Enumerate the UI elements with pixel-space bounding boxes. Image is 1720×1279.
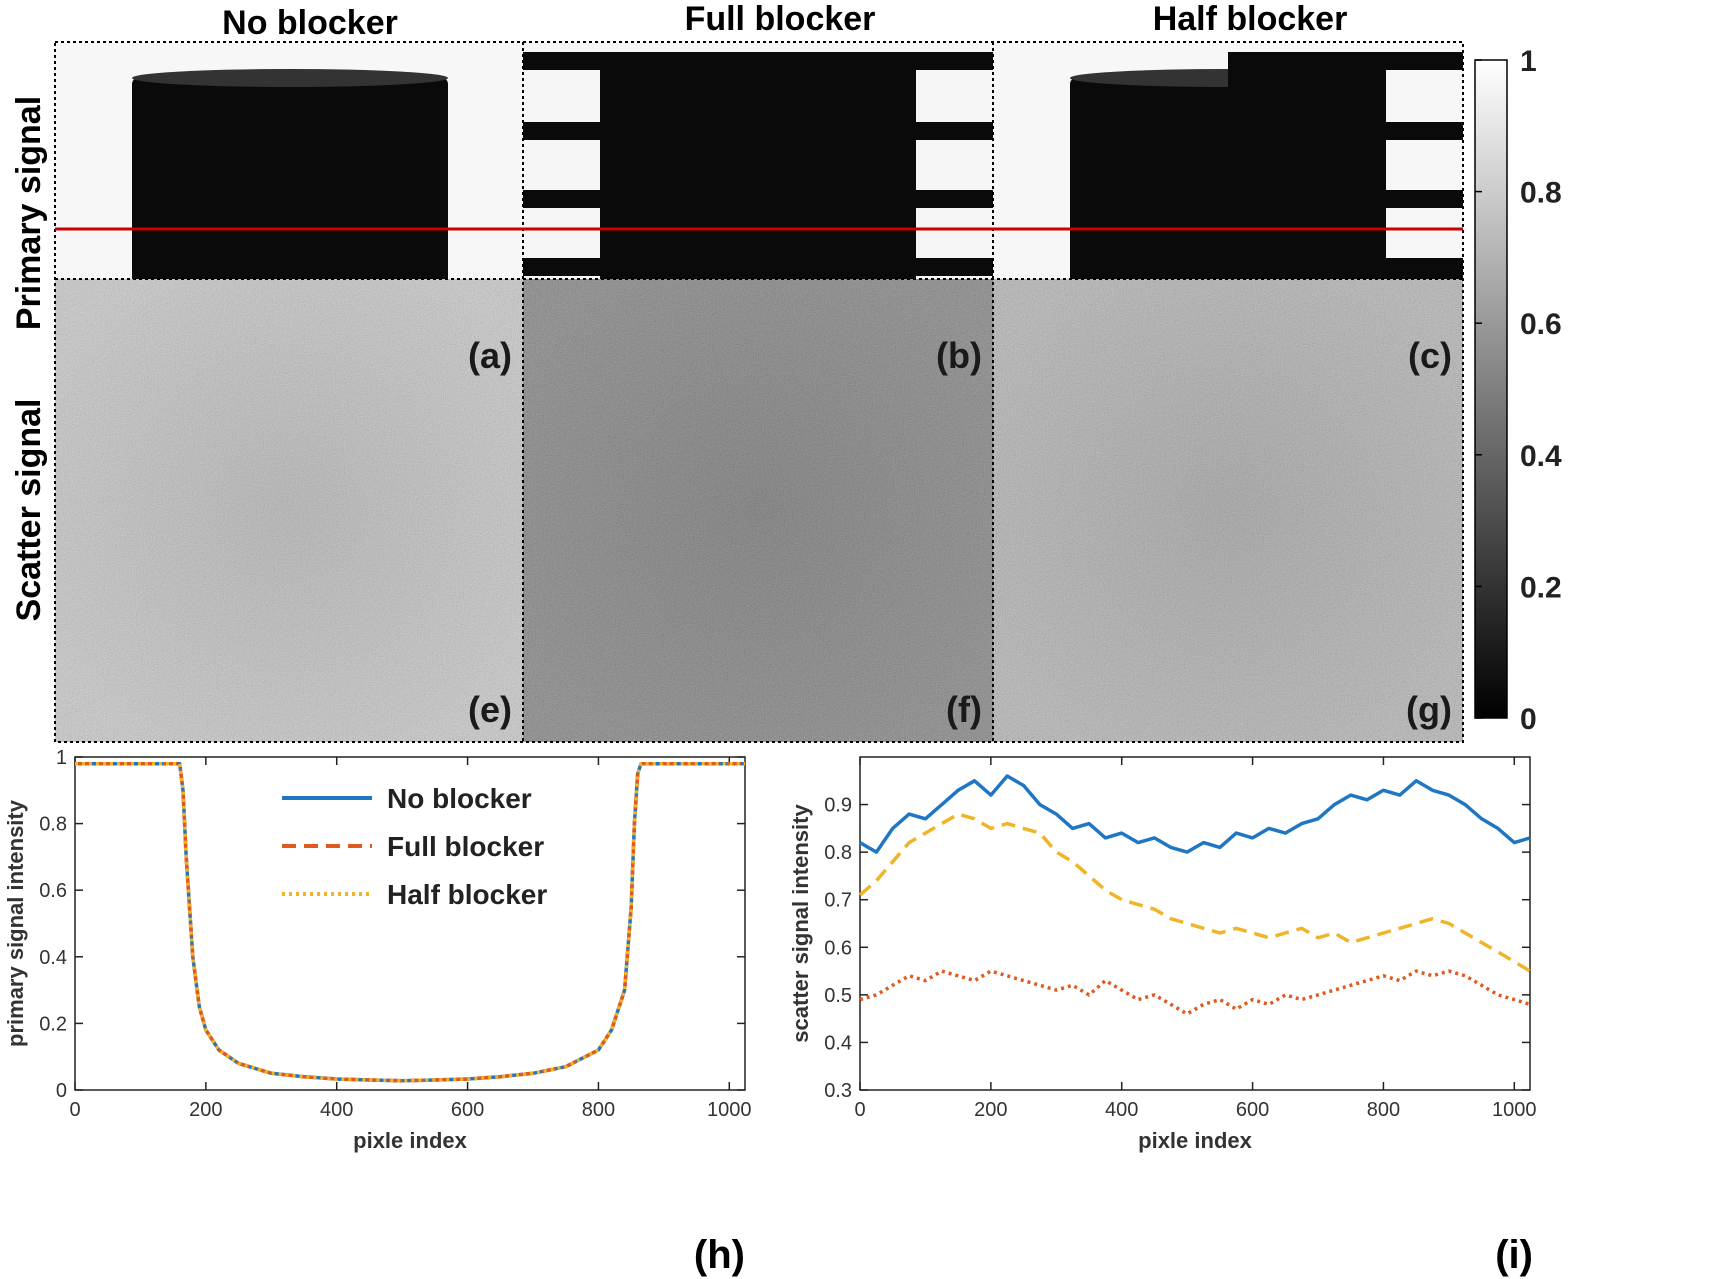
legend-entry: Full blocker (387, 831, 544, 862)
y-tick-label: 0.2 (39, 1013, 67, 1035)
colorbar: 0 0.2 0.4 0.6 0.8 1 (1474, 45, 1562, 736)
y-tick-label: 0.5 (824, 985, 852, 1007)
x-tick-label: 1000 (1492, 1099, 1537, 1121)
x-tick-label: 0 (69, 1099, 80, 1121)
legend-entry: Half blocker (387, 879, 547, 910)
y-tick-label: 0.8 (824, 842, 852, 864)
x-tick-label: 200 (189, 1099, 222, 1121)
y-tick-label: 0.9 (824, 795, 852, 817)
x-axis-label: pixle index (1138, 1128, 1252, 1153)
y-tick-label: 0.4 (824, 1032, 852, 1054)
series-line (859, 969, 1531, 1016)
panel-g-image (993, 279, 1463, 742)
chart-i: 0 200 400 600 800 1000 0.3 0.4 0.5 0.6 0.7 0.8 0.9 pi… (788, 756, 1537, 1153)
x-tick-label: 600 (451, 1099, 484, 1121)
panel-label-a: (a) (468, 335, 512, 376)
y-tick-label: 0.6 (824, 937, 852, 959)
chart-h: 0 200 400 600 800 1000 0 0.2 0.4 0.6 0.8 1 pixle ind… (3, 747, 752, 1153)
panel-label-i: (i) (1495, 1233, 1533, 1277)
legend-entry: No blocker (387, 783, 532, 814)
x-tick-label: 600 (1236, 1099, 1269, 1121)
colorbar-tick-label: 0.8 (1520, 177, 1562, 210)
half-blocker-stripe (1228, 190, 1463, 208)
x-tick-label: 1000 (707, 1099, 752, 1121)
y-tick-label: 0.3 (824, 1080, 852, 1102)
plot-area (74, 756, 746, 1091)
colorbar-tick-label: 1 (1520, 45, 1537, 78)
x-tick-label: 400 (320, 1099, 353, 1121)
y-axis-label: scatter signal intensity (788, 804, 813, 1043)
panel-label-f: (f) (946, 689, 982, 730)
colorbar-tick-label: 0 (1520, 703, 1537, 736)
column-title-full-blocker: Full blocker (685, 0, 876, 38)
row-title-primary: Primary signal (10, 96, 48, 330)
y-tick-label: 0.7 (824, 890, 852, 912)
column-title-half-blocker: Half blocker (1153, 0, 1348, 38)
x-tick-label: 800 (582, 1099, 615, 1121)
x-tick-label: 200 (974, 1099, 1007, 1121)
panel-label-e: (e) (468, 689, 512, 730)
half-blocker-stripe (1228, 122, 1463, 140)
x-tick-label: 400 (1105, 1099, 1138, 1121)
x-axis-label: pixle index (353, 1128, 467, 1153)
panel-f-image (523, 279, 993, 742)
y-tick-label: 0.6 (39, 880, 67, 902)
colorbar-tick-label: 0.2 (1520, 571, 1562, 604)
y-tick-label: 0.8 (39, 814, 67, 836)
series-line (859, 774, 1531, 854)
y-axis-label: primary signal intensity (3, 799, 28, 1047)
row-title-scatter: Scatter signal (10, 399, 48, 622)
colorbar-tick-label: 0.4 (1520, 440, 1562, 473)
column-title-no-blocker: No blocker (222, 4, 398, 42)
series-line (75, 761, 745, 1083)
panel-label-c: (c) (1408, 335, 1452, 376)
image-grid (54, 41, 1464, 743)
y-tick-label: 0 (56, 1080, 67, 1102)
half-blocker-stripe (1228, 52, 1463, 70)
x-tick-label: 800 (1367, 1099, 1400, 1121)
plot-area (859, 756, 1531, 1091)
panel-label-g: (g) (1406, 689, 1452, 730)
panel-e-image (55, 279, 523, 742)
y-tick-label: 0.4 (39, 947, 67, 969)
half-blocker-stripe (1228, 262, 1463, 279)
y-tick-label: 1 (56, 747, 67, 769)
colorbar-tick-label: 0.6 (1520, 308, 1562, 341)
panel-label-h: (h) (694, 1233, 745, 1277)
panel-label-b: (b) (936, 335, 982, 376)
x-tick-label: 0 (854, 1099, 865, 1121)
series-line (858, 812, 1531, 973)
